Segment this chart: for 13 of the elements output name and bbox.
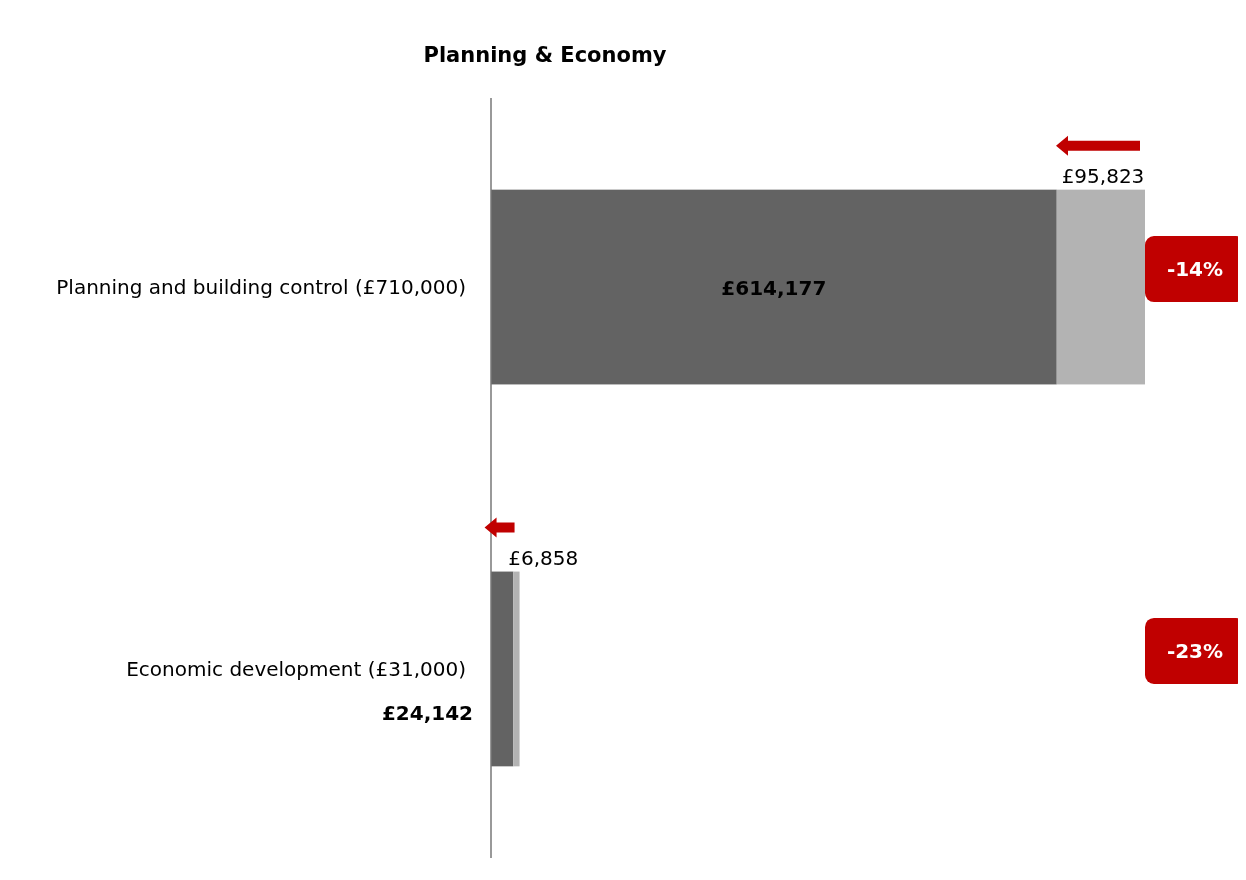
text: -14% [1166, 257, 1224, 282]
bar [491, 571, 514, 767]
chart-title: Planning & Economy [423, 43, 667, 67]
bar [1056, 189, 1145, 385]
bar [513, 571, 520, 767]
data-label: £24,142 [381, 700, 473, 725]
data-label: £614,177 [721, 276, 827, 301]
bar [491, 189, 1057, 385]
y-tick-label: Economic development (£31,000) [126, 656, 466, 681]
data-label: £6,858 [508, 545, 579, 570]
y-tick-label: Planning and building control (£710,000) [56, 275, 466, 300]
text: -23% [1166, 638, 1224, 663]
data-label: £95,823 [1061, 163, 1145, 188]
